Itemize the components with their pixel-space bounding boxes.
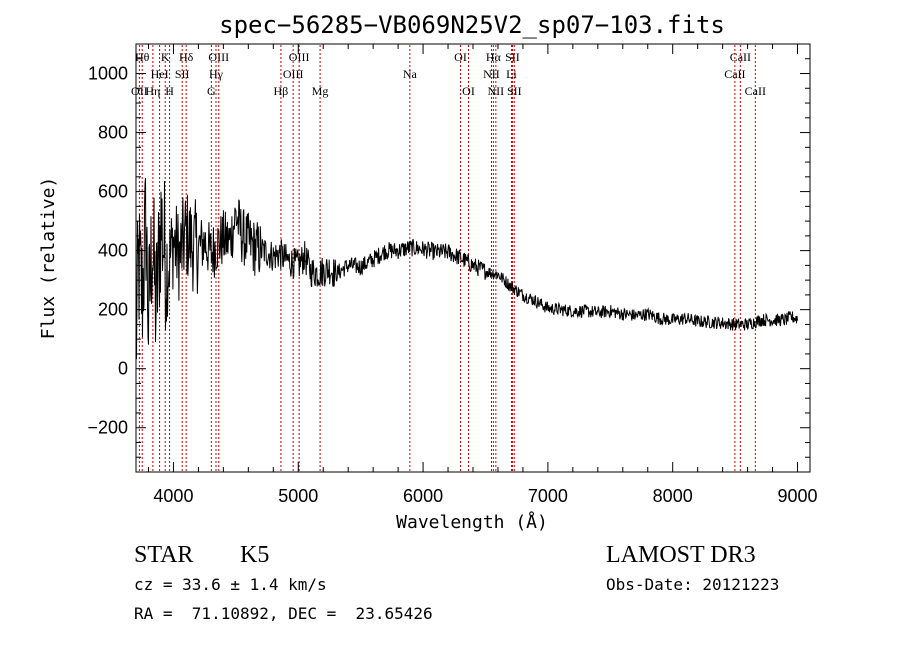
emission-line-labels: OIIHθHηHeIKHSIIHδGHγOIIIHβOIIIOIIIMgNaOI… [131,50,766,98]
plot-frame [135,43,811,473]
x-tick-label: 8000 [653,486,693,506]
line-label-li: Li [506,67,517,81]
line-label-htheta: Hθ [135,50,150,64]
line-label-sii_6716: SII [505,50,520,64]
y-tick-label: 1000 [88,64,128,84]
obs-date: Obs-Date: 20121223 [606,575,779,594]
line-label-hdelta: Hδ [179,50,194,64]
chart-title: spec−56285−VB069N25V2_sp07−103.fits [219,11,725,39]
coordinates: RA = 71.10892, DEC = 23.65426 [134,604,433,623]
line-label-mg: Mg [312,84,329,98]
line-label-g: G [207,84,216,98]
redshift-readout: cz = 33.6 ± 1.4 km/s [134,575,327,594]
x-tick-label: 7000 [528,486,568,506]
line-label-caii_8498: CaII [724,67,745,81]
survey-name: LAMOST DR3 [606,542,756,568]
line-label-hei: HeI [151,67,169,81]
object-class: STAR [134,542,193,568]
line-label-k: K [161,50,170,64]
object-subclass: K5 [240,542,269,568]
y-tick-label: 600 [98,182,128,202]
y-tick-label: −200 [87,418,128,438]
line-label-sii_6731: SII [507,84,522,98]
line-label-oiii_4363: OIII [208,50,229,64]
line-label-nii_6548: NII [483,67,500,81]
x-axis-ticks: 4000 5000 6000 7000 8000 9000 [147,44,818,506]
line-label-nii_6583: NII [488,84,505,98]
line-label-hbeta: Hβ [274,84,289,98]
line-label-oiii_5007: OIII [289,50,310,64]
line-label-caii_8662: CaII [745,84,766,98]
y-tick-label: 800 [98,123,128,143]
spectrum-series [136,178,798,360]
line-label-halpha: Hα [486,50,502,64]
line-label-oii_3727: OII [131,84,148,98]
line-label-oiii_4959: OIII [283,67,304,81]
x-axis-label: Wavelength (Å) [396,511,548,533]
y-tick-label: 0 [118,359,128,379]
line-label-sii_4070: SII [175,67,190,81]
line-label-na: Na [403,67,418,81]
line-label-oi_6300: OI [454,50,467,64]
y-axis-ticks: −200 0 200 400 600 800 1000 [87,43,810,458]
line-label-h: H [165,84,174,98]
x-tick-label: 6000 [403,486,443,506]
series-flux [136,178,798,360]
y-axis-label: Flux (relative) [38,177,59,340]
x-tick-label: 4000 [153,486,193,506]
x-tick-label: 5000 [278,486,318,506]
y-tick-label: 200 [98,300,128,320]
line-label-caii_8542: CaII [730,50,751,64]
line-label-oi_6364: OI [462,84,475,98]
x-tick-label: 9000 [777,486,817,506]
line-label-hgamma: Hγ [209,67,224,81]
line-label-heta: Hη [145,84,160,98]
y-tick-label: 400 [98,241,128,261]
